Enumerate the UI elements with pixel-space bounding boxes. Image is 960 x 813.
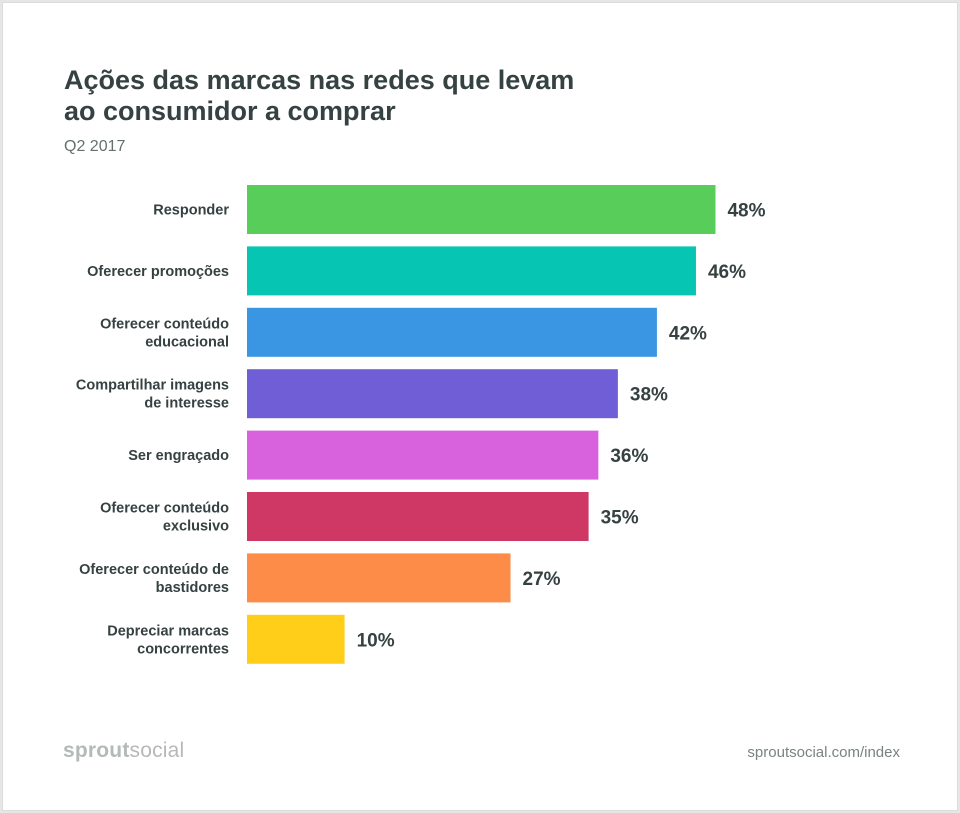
category-label-8: Depreciar marcas concorrentes: [107, 623, 229, 657]
category-label-3: Oferecer conteúdo educacional: [100, 316, 229, 350]
category-label-7: Oferecer conteúdo de bastidores: [79, 562, 229, 596]
value-label-1: 48%: [727, 201, 765, 222]
category-label-4: Compartilhar imagens de interesse: [76, 378, 229, 412]
value-label-6: 35%: [601, 508, 639, 529]
category-label-line: de interesse: [144, 396, 229, 412]
bar-2: [247, 246, 696, 296]
bar-8: [247, 614, 345, 664]
category-label-2: Oferecer promoções: [87, 264, 229, 280]
category-label-line: exclusivo: [163, 519, 229, 535]
chart-title-line-2: ao consumidor a comprar: [64, 96, 396, 126]
bar-6: [247, 492, 589, 541]
source-link[interactable]: sproutsocial.com/index: [747, 744, 900, 761]
value-label-2: 46%: [708, 262, 746, 283]
category-label-line: Oferecer conteúdo: [100, 501, 229, 517]
bar-7: [247, 553, 511, 603]
category-label-line: concorrentes: [137, 641, 229, 657]
category-label-line: Responder: [153, 203, 229, 219]
chart-title-line-1: Ações das marcas nas redes que levam: [64, 65, 575, 95]
logo-text-bold: sprout: [63, 739, 130, 762]
value-label-4: 38%: [630, 385, 668, 406]
category-label-5: Ser engraçado: [128, 448, 229, 464]
bar-1: [247, 185, 716, 234]
category-label-line: bastidores: [156, 580, 229, 596]
bar-4: [247, 369, 618, 419]
logo-text-light: social: [129, 739, 185, 762]
category-label-line: Ser engraçado: [128, 448, 229, 464]
category-label-line: Depreciar marcas: [107, 623, 229, 639]
bar-chart: 48% Responder 46% Oferecer promoções 42% Ofer…: [76, 185, 766, 664]
sproutsocial-logo: sproutsocial: [63, 739, 184, 763]
value-label-8: 10%: [357, 630, 395, 651]
value-label-5: 36%: [610, 446, 648, 467]
category-label-line: Oferecer conteúdo: [100, 316, 229, 332]
category-label-line: Oferecer conteúdo de: [79, 562, 229, 578]
bar-5: [247, 430, 599, 480]
category-label-line: Compartilhar imagens: [76, 378, 229, 394]
bar-3: [247, 307, 657, 357]
category-label-6: Oferecer conteúdo exclusivo: [100, 501, 229, 535]
value-label-3: 42%: [669, 323, 707, 344]
category-label-line: Oferecer promoções: [87, 264, 229, 280]
chart-title: Ações das marcas nas redes que levam ao …: [64, 65, 624, 127]
category-label-line: educacional: [145, 334, 229, 350]
chart-subtitle: Q2 2017: [64, 138, 126, 155]
value-label-7: 27%: [523, 569, 561, 590]
category-label-1: Responder: [153, 203, 229, 219]
